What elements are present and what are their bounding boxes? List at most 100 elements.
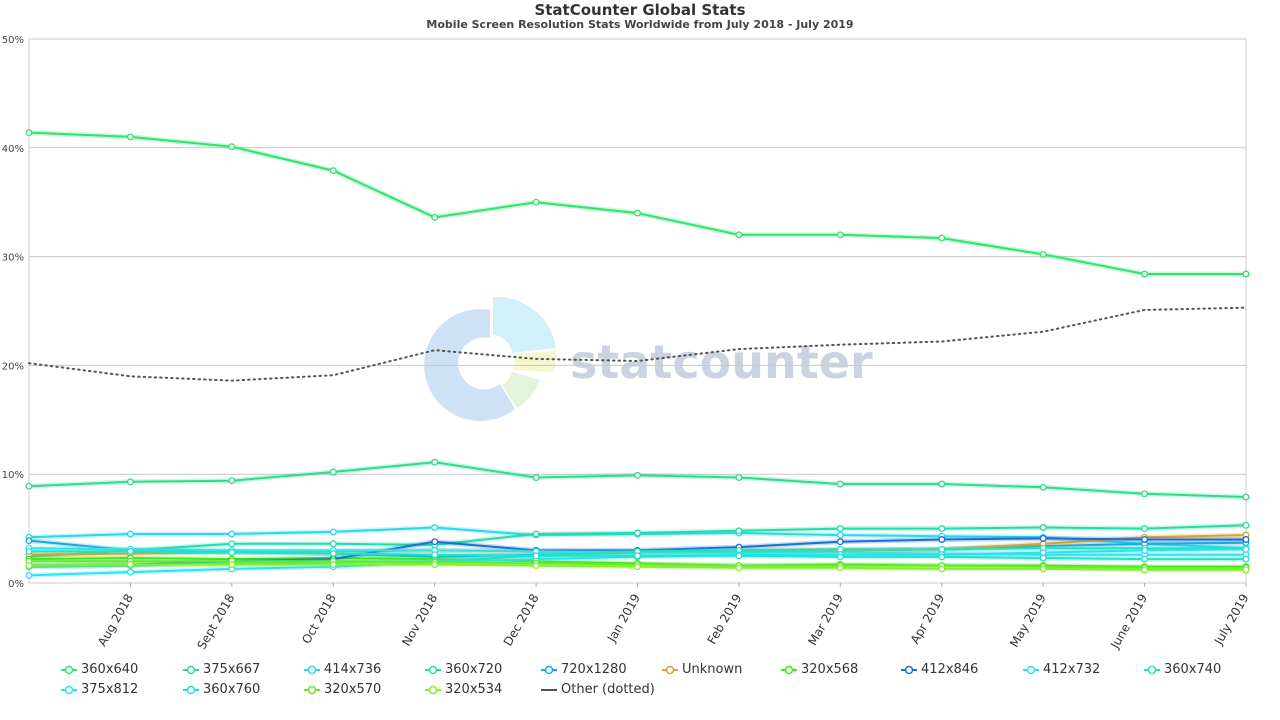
data-point[interactable]: [228, 561, 236, 568]
data-point[interactable]: [25, 537, 33, 545]
data-point[interactable]: [431, 538, 439, 546]
data-point[interactable]: [431, 213, 439, 221]
legend-item[interactable]: 412x846: [900, 662, 978, 677]
data-point[interactable]: [836, 531, 844, 539]
data-point[interactable]: [126, 530, 134, 538]
legend-item[interactable]: 720x1280: [540, 662, 627, 677]
data-point[interactable]: [735, 474, 743, 481]
data-point[interactable]: [836, 231, 844, 239]
data-point[interactable]: [1039, 554, 1047, 562]
data-point[interactable]: [938, 525, 946, 533]
data-point[interactable]: [938, 234, 946, 242]
x-tick-label: Nov 2018: [399, 592, 440, 649]
data-point[interactable]: [836, 525, 844, 533]
legend-item[interactable]: 360x720: [424, 662, 502, 677]
data-point[interactable]: [25, 547, 33, 555]
data-point[interactable]: [836, 564, 844, 572]
data-point[interactable]: [228, 540, 236, 548]
legend-marker-icon: [540, 664, 558, 676]
data-point[interactable]: [329, 540, 337, 548]
data-point[interactable]: [1039, 549, 1047, 556]
x-tick-label: July 2019: [1211, 592, 1252, 648]
data-point[interactable]: [329, 528, 337, 536]
data-point[interactable]: [329, 167, 337, 175]
data-point[interactable]: [329, 561, 337, 568]
data-point[interactable]: [735, 231, 743, 239]
data-point[interactable]: [126, 568, 134, 576]
data-point[interactable]: [431, 524, 439, 531]
legend-item[interactable]: 360x740: [1143, 662, 1221, 677]
data-point[interactable]: [836, 480, 844, 488]
data-point[interactable]: [329, 468, 337, 476]
data-point[interactable]: [1242, 270, 1250, 278]
legend-item[interactable]: 360x640: [60, 662, 138, 677]
series-360x760: [25, 547, 1250, 563]
data-point[interactable]: [126, 547, 134, 555]
legend-item[interactable]: 320x568: [780, 662, 858, 677]
data-point[interactable]: [1242, 536, 1250, 543]
data-point[interactable]: [1141, 546, 1149, 554]
data-point[interactable]: [735, 552, 743, 560]
data-point[interactable]: [431, 551, 439, 559]
data-point[interactable]: [634, 209, 641, 217]
data-point[interactable]: [431, 561, 439, 568]
data-point[interactable]: [126, 133, 134, 141]
data-point[interactable]: [1039, 524, 1047, 531]
data-point[interactable]: [836, 538, 844, 546]
data-point[interactable]: [532, 474, 540, 481]
data-point[interactable]: [938, 480, 946, 488]
legend-marker-icon: [1022, 664, 1040, 676]
data-point[interactable]: [1242, 555, 1250, 563]
data-point[interactable]: [1039, 534, 1047, 542]
legend-item[interactable]: 414x736: [303, 662, 381, 677]
data-point[interactable]: [938, 553, 946, 561]
data-point[interactable]: [735, 564, 743, 572]
data-point[interactable]: [938, 565, 946, 573]
data-point[interactable]: [634, 471, 641, 479]
legend-item[interactable]: 412x732: [1022, 662, 1100, 677]
data-point[interactable]: [25, 571, 33, 579]
data-point[interactable]: [836, 553, 844, 561]
data-point[interactable]: [1141, 525, 1149, 533]
data-point[interactable]: [25, 482, 33, 490]
data-point[interactable]: [532, 198, 540, 206]
data-point[interactable]: [228, 549, 236, 556]
data-point[interactable]: [1242, 521, 1250, 529]
legend-item[interactable]: 375x812: [60, 682, 138, 697]
data-point[interactable]: [228, 143, 236, 151]
data-point[interactable]: [228, 530, 236, 538]
data-point[interactable]: [634, 529, 641, 537]
data-point[interactable]: [1141, 536, 1149, 543]
data-point[interactable]: [25, 562, 33, 570]
data-point[interactable]: [25, 129, 33, 137]
data-point[interactable]: [1039, 483, 1047, 491]
data-point[interactable]: [634, 552, 641, 560]
legend-item[interactable]: 320x570: [303, 682, 381, 697]
data-point[interactable]: [431, 458, 439, 466]
data-point[interactable]: [1242, 545, 1250, 553]
data-point[interactable]: [126, 478, 134, 486]
data-point[interactable]: [1141, 270, 1149, 278]
legend-item[interactable]: 360x760: [182, 682, 260, 697]
legend-marker-icon: [303, 684, 321, 696]
data-point[interactable]: [329, 550, 337, 558]
data-point[interactable]: [532, 552, 540, 560]
data-point[interactable]: [1039, 565, 1047, 573]
data-point[interactable]: [735, 527, 743, 535]
data-point[interactable]: [1039, 250, 1047, 258]
data-point[interactable]: [532, 530, 540, 538]
data-point[interactable]: [1242, 493, 1250, 501]
legend-item[interactable]: Other (dotted): [540, 682, 655, 697]
legend-item[interactable]: 320x534: [424, 682, 502, 697]
data-point[interactable]: [1242, 566, 1250, 574]
data-point[interactable]: [126, 561, 134, 568]
data-point[interactable]: [1141, 566, 1149, 574]
legend-item[interactable]: 375x667: [182, 662, 260, 677]
data-point[interactable]: [938, 536, 946, 543]
data-point[interactable]: [634, 563, 641, 571]
data-point[interactable]: [1141, 490, 1149, 498]
data-point[interactable]: [532, 562, 540, 570]
data-point[interactable]: [228, 477, 236, 485]
legend-item[interactable]: Unknown: [661, 662, 742, 677]
data-point[interactable]: [1141, 555, 1149, 563]
